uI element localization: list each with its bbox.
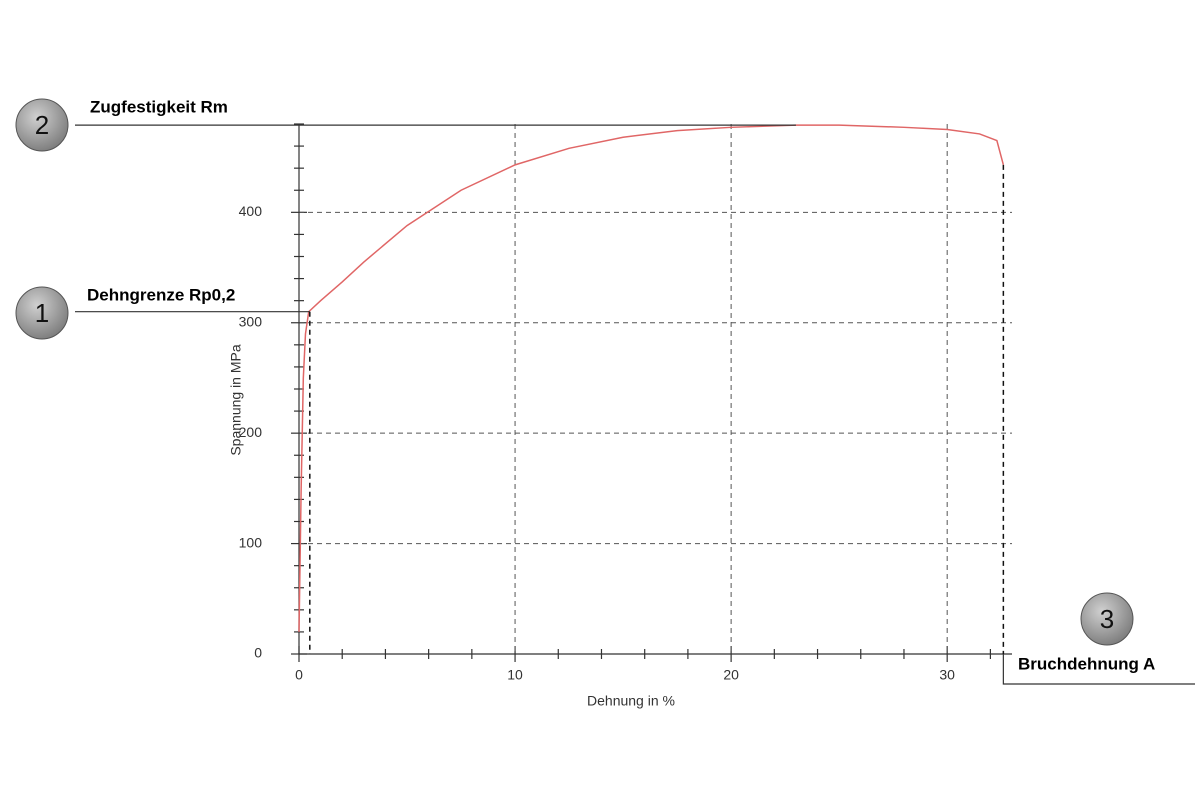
y-axis-label: Spannung in MPa: [228, 344, 244, 456]
y-tick-label: 100: [239, 534, 263, 550]
x-tick-label: 20: [723, 667, 739, 683]
marker-circle: [15, 98, 69, 152]
x-tick-label: 0: [295, 667, 303, 683]
y-tick-label: 400: [239, 203, 263, 219]
marker-number: 1: [35, 298, 49, 328]
y-tick-label: 300: [239, 313, 263, 329]
leader-line: [1002, 654, 1195, 685]
curve: [298, 124, 1005, 632]
marker-circle: [1080, 592, 1134, 646]
marker-number: 2: [35, 110, 49, 140]
annotation-label: Bruchdehnung A: [1018, 654, 1155, 673]
y-tick-label: 200: [239, 424, 263, 440]
marker-circle: [15, 286, 69, 340]
y-tick-label: 0: [254, 645, 262, 661]
marker-number: 3: [1100, 604, 1114, 634]
x-tick-label: 10: [507, 667, 523, 683]
annotation-label: Zugfestigkeit Rm: [90, 97, 228, 116]
x-tick-label: 30: [939, 667, 955, 683]
x-axis-label: Dehnung in %: [587, 693, 675, 709]
annotation-label: Dehngrenze Rp0,2: [87, 285, 235, 304]
